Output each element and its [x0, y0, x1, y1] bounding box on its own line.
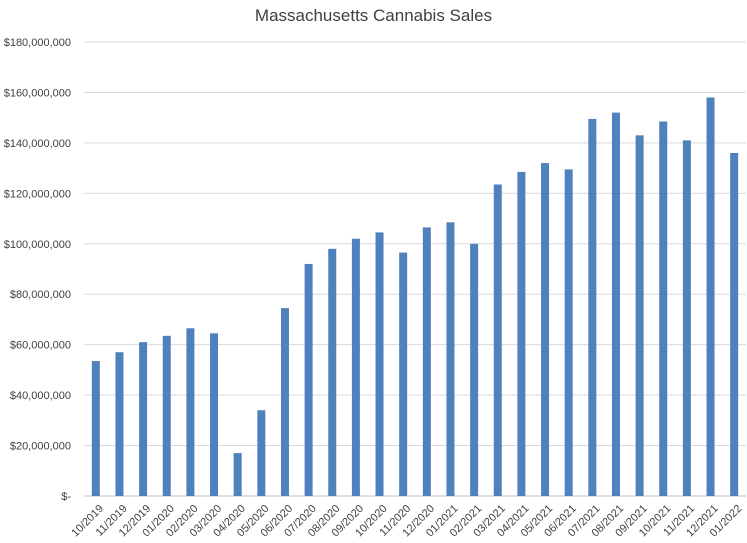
bar-08-2021 — [611, 112, 620, 496]
bar-05-2020 — [257, 410, 266, 496]
bar-11-2019 — [115, 352, 124, 496]
y-tick-label: $120,000,000 — [4, 188, 71, 200]
bar-11-2020 — [399, 252, 408, 496]
y-tick-label: $- — [61, 491, 71, 503]
y-tick-label: $140,000,000 — [4, 138, 71, 150]
chart-title: Massachusetts Cannabis Sales — [254, 6, 493, 25]
y-tick-label: $160,000,000 — [4, 87, 71, 99]
bar-03-2020 — [210, 333, 219, 496]
bar-05-2021 — [541, 163, 550, 497]
bar-01-2022 — [730, 152, 739, 496]
bar-01-2021 — [446, 222, 455, 497]
bar-09-2020 — [351, 238, 360, 496]
bar-06-2021 — [564, 169, 573, 496]
bar-04-2021 — [517, 171, 526, 496]
bar-10-2020 — [375, 232, 384, 496]
bar-12-2021 — [706, 97, 715, 496]
bar-02-2021 — [470, 243, 479, 496]
y-tick-label: $80,000,000 — [10, 289, 71, 301]
bar-11-2021 — [682, 140, 691, 496]
gridlines — [84, 41, 746, 497]
bar-12-2020 — [422, 227, 431, 496]
bar-10-2021 — [659, 121, 668, 496]
bar-03-2021 — [493, 184, 502, 496]
bar-02-2020 — [186, 328, 195, 496]
y-tick-label: $60,000,000 — [10, 340, 71, 352]
bar-04-2020 — [233, 453, 242, 496]
y-tick-label: $100,000,000 — [4, 239, 71, 251]
y-axis-tick-labels: $- $20,000,000 $40,000,000 $60,000,000 $80,0… — [4, 37, 72, 503]
bar-12-2019 — [139, 342, 148, 496]
x-axis-tick-labels: 10/201911/201912/201901/202002/202003/20… — [69, 503, 744, 540]
y-tick-label: $20,000,000 — [10, 441, 71, 453]
y-tick-label: $180,000,000 — [4, 37, 71, 49]
y-tick-label: $40,000,000 — [10, 390, 71, 402]
bar-06-2020 — [280, 308, 289, 496]
bar-08-2020 — [328, 248, 337, 496]
bars — [91, 97, 739, 497]
bar-07-2021 — [588, 118, 597, 496]
bar-10-2019 — [91, 361, 100, 496]
bar-07-2020 — [304, 263, 313, 496]
bar-09-2021 — [635, 135, 644, 497]
bar-01-2020 — [162, 335, 171, 496]
